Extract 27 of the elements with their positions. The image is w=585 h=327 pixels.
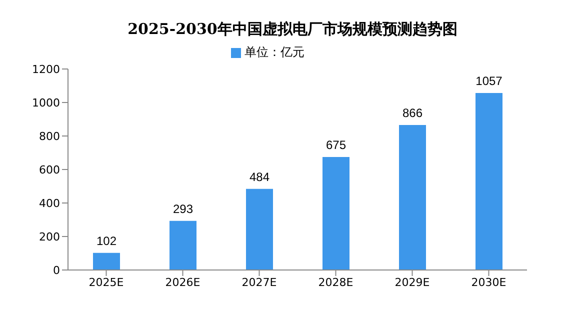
x-tick-label: 2028E [318,276,354,289]
bar [170,220,196,270]
data-label: 1057 [476,74,503,88]
x-tick-label: 2029E [394,276,430,289]
data-label: 866 [402,106,423,120]
y-tick-label: 400 [39,196,60,210]
legend-label: 单位：亿元 [244,45,304,59]
x-tick-label: 2026E [165,276,200,289]
y-tick-label: 1200 [32,62,60,76]
bar [322,156,350,270]
x-tick-label: 2025E [88,276,124,289]
bar [93,252,120,270]
x-tick-label: 2030E [471,276,506,289]
data-label: 675 [326,138,346,152]
x-tick-label: 2027E [242,276,277,289]
y-tick-label: 1000 [32,96,60,110]
data-label: 293 [172,202,194,216]
bar [476,92,502,270]
y-tick-label: 200 [39,230,60,244]
y-tick-label: 600 [39,163,60,176]
y-tick-label: 800 [39,130,60,143]
bar [399,124,426,270]
y-tick-label: 0 [53,264,60,277]
bar [246,188,273,270]
data-label: 484 [249,170,270,184]
data-label: 102 [96,234,117,248]
chart-title: 2025-2030年中国虚拟电厂市场规模预测趋势图 [126,19,458,40]
